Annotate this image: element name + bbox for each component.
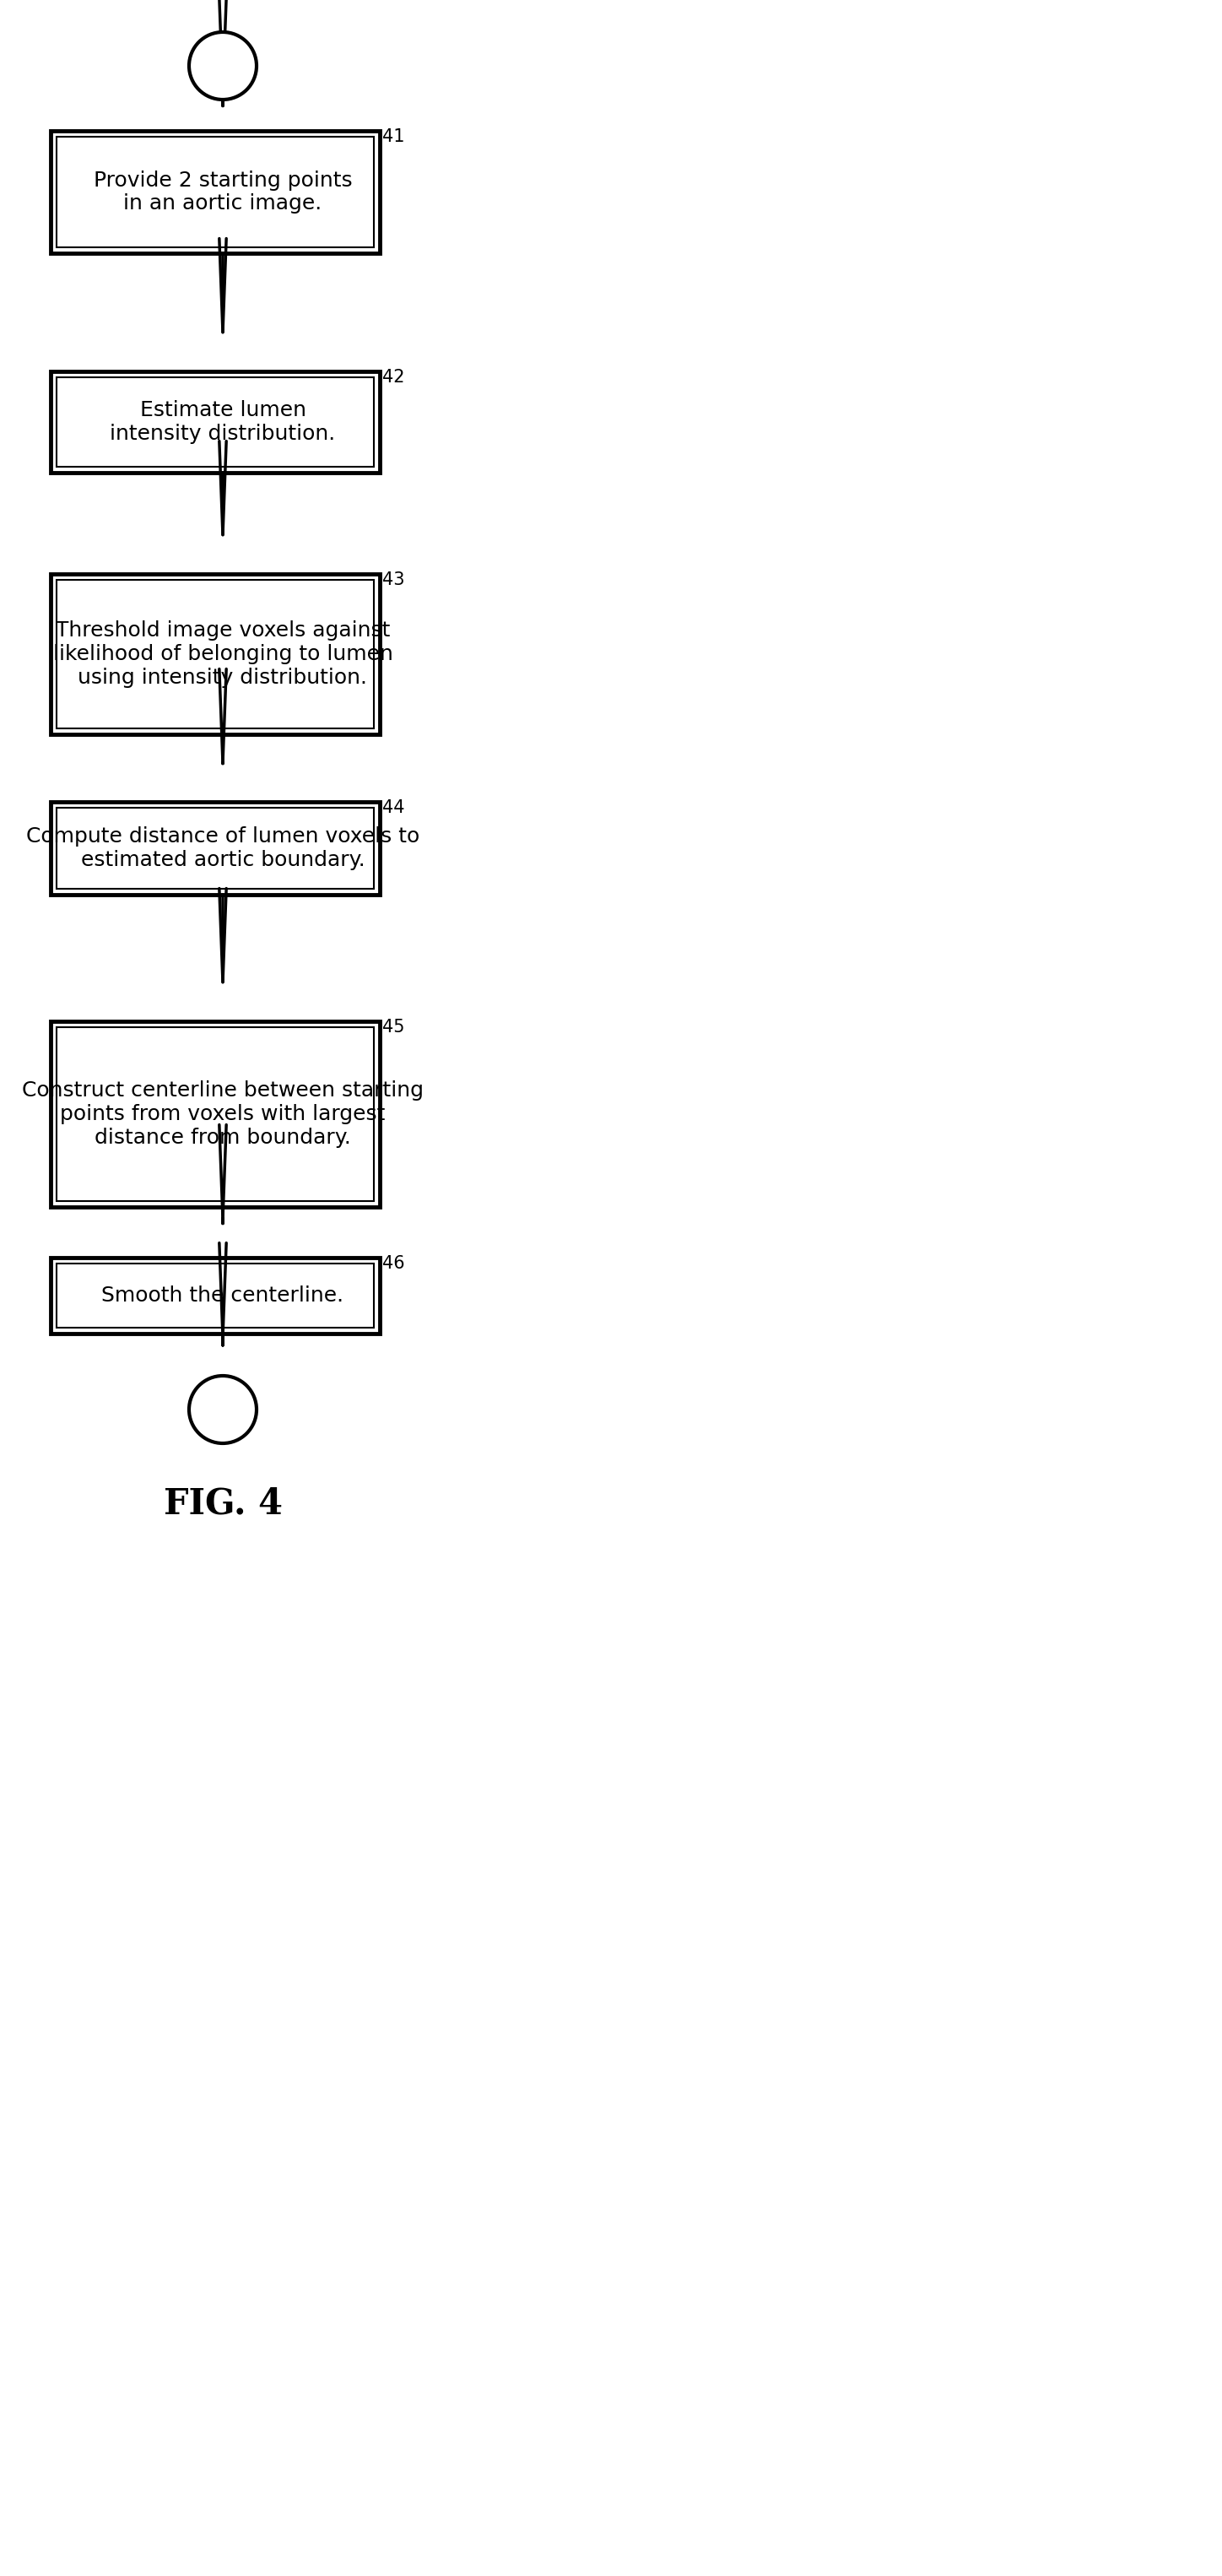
Bar — [56, 1262, 374, 1327]
Text: 42: 42 — [382, 368, 404, 386]
Bar — [56, 137, 374, 247]
Text: 43: 43 — [382, 572, 404, 587]
Bar — [56, 376, 374, 466]
Bar — [50, 1020, 380, 1208]
Text: Construct centerline between starting
points from voxels with largest
distance f: Construct centerline between starting po… — [22, 1079, 424, 1149]
Text: Provide 2 starting points
in an aortic image.: Provide 2 starting points in an aortic i… — [93, 170, 352, 214]
Bar — [50, 371, 380, 471]
Circle shape — [189, 31, 257, 100]
Text: Smooth the centerline.: Smooth the centerline. — [101, 1285, 343, 1306]
Text: 41: 41 — [382, 129, 404, 144]
Text: 44: 44 — [382, 799, 404, 817]
Bar — [50, 1257, 380, 1334]
Circle shape — [189, 1376, 257, 1443]
Bar — [50, 574, 380, 734]
Text: Compute distance of lumen voxels to
estimated aortic boundary.: Compute distance of lumen voxels to esti… — [26, 827, 419, 871]
Bar — [56, 580, 374, 729]
Bar — [56, 809, 374, 889]
Bar — [50, 131, 380, 252]
Text: Threshold image voxels against
likelihood of belonging to lumen
using intensity : Threshold image voxels against likelihoo… — [53, 621, 392, 688]
Text: 46: 46 — [382, 1255, 404, 1273]
Bar — [50, 801, 380, 894]
Bar — [56, 1028, 374, 1200]
Text: 45: 45 — [382, 1018, 404, 1036]
Text: FIG. 4: FIG. 4 — [164, 1486, 282, 1520]
Text: Estimate lumen
intensity distribution.: Estimate lumen intensity distribution. — [110, 399, 336, 443]
